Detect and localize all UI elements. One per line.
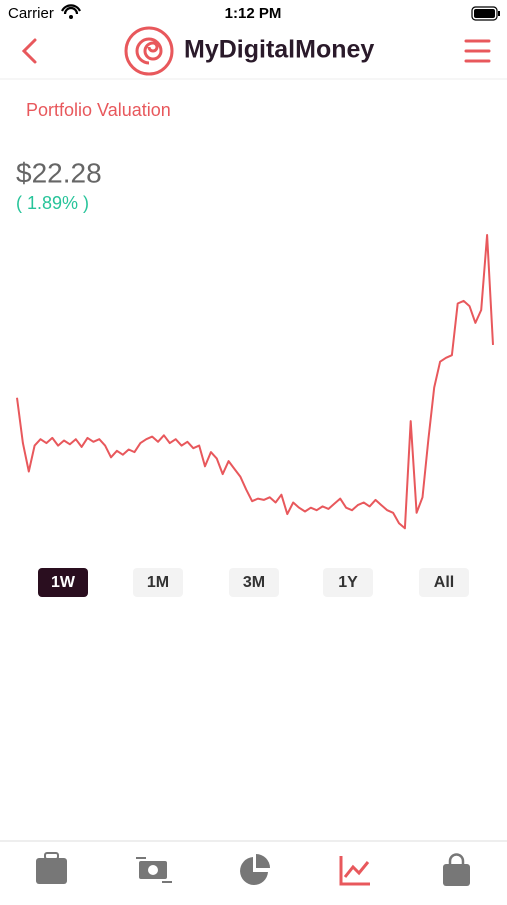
menu-button[interactable] [464, 39, 491, 63]
range-button-bg [38, 568, 88, 597]
tab-shop[interactable] [443, 853, 470, 886]
chart [16, 234, 494, 530]
portfolio-value: $22.28 [16, 157, 102, 188]
range-button-label: 1W [51, 574, 76, 591]
back-button[interactable] [21, 38, 37, 64]
range-button-label: 1M [147, 574, 169, 591]
portfolio-change: ( 1.89% ) [16, 193, 89, 213]
range-button[interactable]: 1Y [323, 568, 373, 597]
tab-transfer[interactable] [136, 857, 172, 883]
range-button[interactable]: 3M [229, 568, 279, 597]
wifi-dot [69, 15, 73, 19]
range-button-bg [323, 568, 373, 597]
range-button-bg [419, 568, 469, 597]
carrier: Carrier [8, 5, 54, 22]
price-line [16, 234, 494, 530]
range-button-label: 1Y [338, 574, 358, 591]
tab-allocation[interactable] [240, 854, 270, 885]
battery-tip [498, 11, 500, 16]
range-button[interactable]: 1W [38, 568, 88, 597]
battery [471, 6, 498, 21]
clock: 1:12 PM [225, 5, 282, 22]
battery-level [474, 9, 495, 18]
range-button-label: All [434, 574, 454, 591]
tab-portfolio[interactable] [36, 852, 67, 884]
section-label: Portfolio Valuation [26, 100, 171, 120]
range-button-bg [133, 568, 183, 597]
range-button[interactable]: 1M [133, 568, 183, 597]
range-button-bg [229, 568, 279, 597]
range-selector: 1W 1M 3M 1Y All [38, 568, 469, 597]
wifi-icon [61, 4, 81, 15]
range-button[interactable]: All [419, 568, 469, 597]
app-title: MyDigitalMoney [184, 36, 374, 64]
range-button-label: 3M [243, 574, 265, 591]
tab-performance[interactable] [339, 856, 370, 886]
logo [124, 26, 174, 76]
